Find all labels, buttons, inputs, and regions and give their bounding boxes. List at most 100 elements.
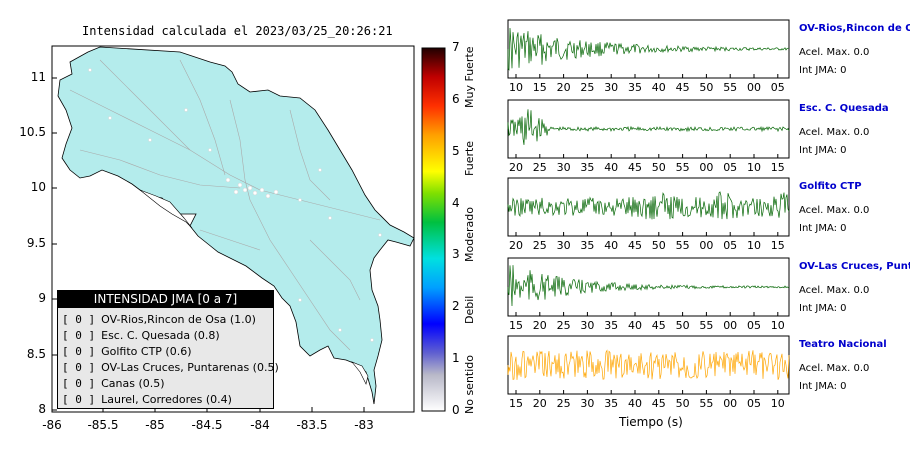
waveform-panel-frame [507, 257, 790, 317]
legend-item: [ 0 ] OV-Rios,Rincon de Osa (1.0) [62, 312, 273, 328]
panel-x-tick: 30 [556, 161, 571, 174]
panel-x-tick: 00 [699, 239, 714, 252]
station-jma: Int JMA: 0 [799, 65, 847, 76]
colorbar-tick: 4 [452, 195, 460, 210]
colorbar-label: Moderado [463, 207, 476, 262]
station-name: Golfito CTP [799, 181, 862, 192]
waveform-trace [507, 27, 789, 71]
panel-x-tick: 00 [723, 319, 738, 332]
golfo-dulce [351, 361, 369, 385]
panel-x-tick: 45 [628, 161, 642, 174]
panel-x-tick: 25 [532, 161, 547, 174]
intensity-colorbar [421, 47, 446, 412]
legend-list: [ 0 ] OV-Rios,Rincon de Osa (1.0) [ 0 ] Esc… [58, 308, 279, 408]
intensity-legend: INTENSIDAD JMA [0 a 7] [ 0 ] OV-Rios,Rinc… [57, 290, 279, 409]
panel-x-tick: 50 [651, 239, 666, 252]
panel-x-tick: 55 [675, 161, 690, 174]
legend-title: INTENSIDAD JMA [0 a 7] [58, 291, 273, 308]
legend-item-label: OV-Rios,Rincon de Osa (1.0) [101, 313, 256, 326]
panel-x-tick: 20 [556, 81, 571, 94]
station-accel: Acel. Max. 0.0 [799, 47, 870, 58]
panel-x-tick: 50 [675, 319, 690, 332]
panel-x-tick: 25 [556, 397, 571, 410]
legend-item-level: [ 0 ] [62, 361, 96, 374]
panel-x-tick: 45 [651, 319, 666, 332]
legend-item: [ 0 ] Esc. C. Quesada (0.8) [62, 328, 273, 344]
road-network [69, 59, 381, 351]
panel-x-tick: 35 [628, 81, 642, 94]
map-y-tick: 8.5 [26, 347, 46, 361]
panel-x-tick: 55 [675, 239, 690, 252]
map-x-tick: -83.5 [296, 418, 328, 432]
legend-item-level: [ 0 ] [62, 329, 96, 342]
panel-x-tick: 55 [699, 397, 714, 410]
panel-x-tick: 05 [747, 319, 761, 332]
panel-x-tick: 05 [723, 161, 738, 174]
panel-x-tick: 40 [628, 319, 642, 332]
panel-x-tick: 40 [604, 239, 619, 252]
map-y-tick: 10.5 [19, 125, 46, 139]
panel-x-tick: 10 [770, 319, 785, 332]
colorbar-tick: 2 [452, 299, 460, 314]
panel-x-tick: 50 [699, 81, 714, 94]
map-title: Intensidad calculada el 2023/03/25_20:26… [82, 24, 393, 38]
panel-x-tick: 15 [770, 161, 785, 174]
map-y-tick: 8 [38, 402, 46, 416]
legend-item-level: [ 0 ] [62, 377, 96, 390]
colorbar-label: No sentido [463, 354, 476, 414]
waveform-trace [507, 191, 790, 220]
panel-x-tick: 30 [580, 319, 595, 332]
station-accel: Acel. Max. 0.0 [799, 363, 870, 374]
map-x-tick: -85.5 [87, 418, 119, 432]
map-x-tick: -84.5 [191, 418, 223, 432]
colorbar-tick: 0 [452, 403, 460, 417]
panel-x-tick: 10 [770, 397, 785, 410]
legend-item-level: [ 0 ] [62, 393, 96, 406]
panel-x-tick: 30 [580, 397, 595, 410]
legend-item: [ 0 ] Golfito CTP (0.6) [62, 344, 273, 360]
panel-x-tick: 35 [604, 397, 619, 410]
waveform-trace [507, 109, 790, 145]
legend-item-label: OV-Las Cruces, Puntarenas (0.5) [101, 361, 279, 374]
panel-x-tick: 00 [747, 81, 761, 94]
panel-x-tick: 40 [604, 161, 619, 174]
map-x-tick: -86 [42, 418, 62, 432]
panel-x-tick: 45 [628, 239, 642, 252]
station-name: Esc. C. Quesada [799, 103, 889, 114]
map-x-tick: -84 [250, 418, 270, 432]
station-name: OV-Rios,Rincon de Osa [799, 23, 910, 34]
map-x-tick: -83 [354, 418, 374, 432]
panel-x-tick: 25 [532, 239, 547, 252]
panel-x-tick: 10 [509, 81, 523, 94]
waveform-trace [507, 265, 790, 307]
time-axis-label: Tiempo (s) [619, 415, 683, 429]
nicoya-gulf [139, 189, 193, 229]
map-y-tick: 9.5 [26, 236, 46, 250]
costa-rica-land [57, 46, 415, 405]
panel-x-tick: 35 [580, 161, 595, 174]
panel-x-tick: 20 [509, 239, 523, 252]
panel-x-tick: 20 [532, 319, 547, 332]
panel-x-tick: 25 [556, 319, 571, 332]
panel-x-tick: 50 [675, 397, 690, 410]
legend-item: [ 0 ] Laurel, Corredores (0.4) [62, 392, 273, 408]
map-y-tick: 9 [38, 291, 46, 305]
station-jma: Int JMA: 0 [799, 223, 847, 234]
panel-x-tick: 55 [723, 81, 738, 94]
station-name: Teatro Nacional [799, 339, 887, 350]
panel-x-tick: 40 [651, 81, 666, 94]
panel-x-tick: 05 [723, 239, 738, 252]
legend-item: [ 0 ] OV-Las Cruces, Puntarenas (0.5) [62, 360, 279, 376]
colorbar-tick: 1 [452, 351, 460, 366]
panel-x-tick: 40 [628, 397, 642, 410]
town-markers [88, 68, 382, 342]
colorbar-tick: 7 [452, 40, 460, 54]
waveform-panel-frame [507, 335, 790, 395]
panel-x-tick: 15 [509, 319, 523, 332]
legend-item: [ 0 ] Canas (0.5) [62, 376, 273, 392]
panel-x-tick: 00 [699, 161, 714, 174]
map-y-tick: 10 [30, 180, 46, 194]
legend-item-level: [ 0 ] [62, 313, 96, 326]
panel-x-tick: 15 [509, 397, 523, 410]
legend-item-label: Canas (0.5) [101, 377, 165, 390]
